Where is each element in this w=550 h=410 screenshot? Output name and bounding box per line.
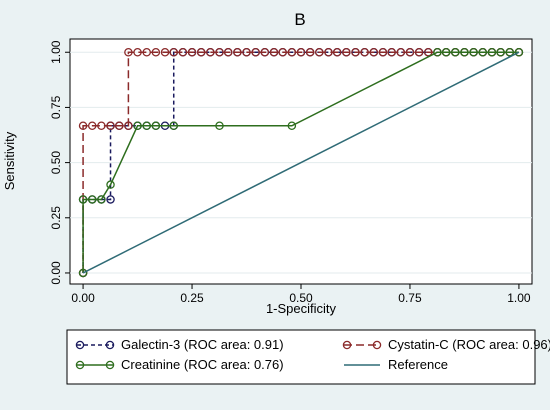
- data-point-creatinine: [87, 195, 97, 204]
- axes: 0.00 0.25 0.50 0.75 1.00 0.00 0.25 0.50 0.75 1.00: [49, 40, 531, 305]
- data-point-cystatin-c: [133, 47, 142, 57]
- legend: Galectin-3 (ROC area: 0.91) Cystatin-C (R…: [75, 337, 550, 372]
- data-point-cystatin-c: [251, 47, 260, 57]
- data-point-creatinine: [215, 121, 224, 130]
- data-point-cystatin-c: [387, 47, 396, 57]
- data-point-creatinine: [169, 121, 178, 130]
- data-point-cystatin-c: [187, 47, 197, 57]
- data-point-cystatin-c: [233, 47, 242, 57]
- data-point-cystatin-c: [324, 47, 333, 57]
- data-point-creatinine: [433, 47, 442, 57]
- data-point-creatinine: [78, 195, 88, 204]
- data-point-cystatin-c: [142, 47, 151, 57]
- x-tick-label: 0.50: [289, 291, 313, 305]
- data-point-creatinine: [142, 121, 151, 130]
- data-point-creatinine: [514, 47, 524, 57]
- series-layer: [78, 47, 524, 278]
- data-point-cystatin-c: [296, 47, 306, 57]
- data-point-cystatin-c: [414, 47, 424, 57]
- data-point-cystatin-c: [315, 47, 324, 57]
- x-tick-label: 1.00: [507, 291, 531, 305]
- data-point-cystatin-c: [287, 47, 297, 57]
- y-tick-label: 0.50: [49, 151, 63, 175]
- data-point-cystatin-c: [260, 47, 270, 57]
- y-axis-label: Sensitivity: [2, 131, 17, 190]
- x-tick-label: 0.75: [398, 291, 422, 305]
- x-axis-label: 1-Specificity: [266, 301, 337, 316]
- legend-label-cystatin-c: Cystatin-C (ROC area: 0.96): [388, 337, 550, 352]
- data-point-creatinine: [496, 47, 505, 57]
- legend-swatch-marker-cystatin-c: [342, 340, 352, 350]
- legend-label-creatinine: Creatinine (ROC area: 0.76): [121, 357, 284, 372]
- data-point-cystatin-c: [97, 121, 106, 130]
- plot-area: [69, 38, 533, 285]
- data-point-cystatin-c: [269, 47, 279, 57]
- data-point-cystatin-c: [342, 47, 351, 57]
- data-point-creatinine: [451, 47, 460, 57]
- data-point-cystatin-c: [215, 47, 224, 57]
- data-point-creatinine: [478, 47, 487, 57]
- legend-swatch-marker-galectin-3: [105, 340, 115, 350]
- data-point-creatinine: [78, 268, 88, 278]
- data-point-cystatin-c: [115, 121, 124, 130]
- data-point-cystatin-c: [305, 47, 315, 57]
- legend-swatch-marker-galectin-3: [75, 340, 85, 350]
- x-tick-label: 0.25: [180, 291, 204, 305]
- x-tick-label: 0.00: [71, 291, 95, 305]
- y-tick-label: 1.00: [49, 40, 63, 64]
- y-tick-label: 0.25: [49, 206, 63, 230]
- data-point-cystatin-c: [106, 121, 115, 130]
- legend-label-galectin-3: Galectin-3 (ROC area: 0.91): [121, 337, 284, 352]
- data-point-cystatin-c: [151, 47, 161, 57]
- data-point-cystatin-c: [351, 47, 360, 57]
- data-point-cystatin-c: [378, 47, 388, 57]
- data-point-creatinine: [505, 47, 515, 57]
- data-point-creatinine: [469, 47, 478, 57]
- legend-swatch-marker-creatinine: [105, 360, 115, 370]
- data-point-cystatin-c: [169, 47, 178, 57]
- data-point-creatinine: [97, 195, 106, 204]
- data-point-cystatin-c: [332, 47, 342, 57]
- legend-box: [66, 329, 536, 385]
- data-point-cystatin-c: [160, 47, 170, 57]
- data-point-creatinine: [460, 47, 469, 57]
- data-point-galectin-3: [106, 195, 115, 204]
- data-point-cystatin-c: [78, 121, 88, 130]
- data-point-cystatin-c: [396, 47, 406, 57]
- data-point-cystatin-c: [196, 47, 206, 57]
- data-point-cystatin-c: [87, 121, 97, 130]
- data-point-creatinine: [287, 121, 297, 130]
- data-point-creatinine: [487, 47, 497, 57]
- data-point-creatinine: [106, 180, 115, 189]
- legend-swatch-marker-cystatin-c: [372, 340, 382, 350]
- chart-title: B: [294, 10, 305, 29]
- y-tick-label: 0.00: [49, 261, 63, 285]
- data-point-cystatin-c: [223, 47, 233, 57]
- data-point-cystatin-c: [242, 47, 251, 57]
- data-point-creatinine: [151, 121, 161, 130]
- data-point-cystatin-c: [424, 47, 433, 57]
- data-point-cystatin-c: [369, 47, 379, 57]
- data-point-creatinine: [441, 47, 451, 57]
- data-point-creatinine: [133, 121, 142, 130]
- legend-swatch-marker-creatinine: [75, 360, 85, 370]
- data-point-cystatin-c: [124, 47, 133, 57]
- data-point-cystatin-c: [178, 47, 188, 57]
- data-point-cystatin-c: [405, 47, 415, 57]
- legend-label-reference: Reference: [388, 357, 448, 372]
- data-point-cystatin-c: [206, 47, 215, 57]
- data-point-cystatin-c: [360, 47, 369, 57]
- y-tick-label: 0.75: [49, 95, 63, 119]
- data-point-cystatin-c: [278, 47, 287, 57]
- data-point-cystatin-c: [124, 121, 133, 130]
- series-line-reference: [82, 51, 520, 274]
